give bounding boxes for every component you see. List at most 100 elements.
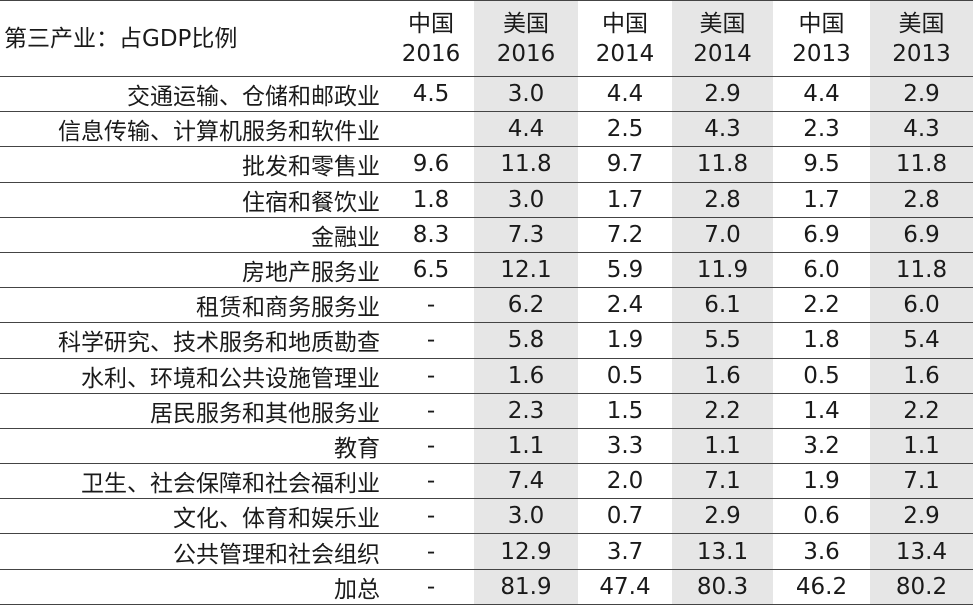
cell: 80.2 xyxy=(870,569,973,605)
cell: - xyxy=(388,533,474,570)
cell: 2.2 xyxy=(773,287,870,324)
row-label: 信息传输、计算机服务和软件业 xyxy=(0,111,388,148)
cell: 6.2 xyxy=(474,287,578,324)
row-label: 公共管理和社会组织 xyxy=(0,533,388,570)
cell: 81.9 xyxy=(474,569,578,605)
column-year: 2016 xyxy=(496,40,556,67)
cell: 3.3 xyxy=(578,428,672,465)
cell: 8.3 xyxy=(388,217,474,253)
row-label: 教育 xyxy=(0,428,388,465)
cell: 0.5 xyxy=(578,358,672,394)
column-country: 中国 xyxy=(798,10,845,37)
cell: 3.7 xyxy=(578,533,672,570)
cell: - xyxy=(388,358,474,394)
row-label: 交通运输、仓储和邮政业 xyxy=(0,76,388,113)
cell: 1.9 xyxy=(773,463,870,500)
table-row: 科学研究、技术服务和地质勘查 -5.8 1.9 5.5 1.8 5.4 xyxy=(0,322,973,359)
column-country: 中国 xyxy=(408,10,454,37)
cell: 4.4 xyxy=(578,76,672,113)
cell xyxy=(388,111,474,148)
cell: 4.3 xyxy=(870,111,973,148)
cell: 5.8 xyxy=(474,322,578,359)
table-row: 交通运输、仓储和邮政业 4.5 3.0 4.4 2.9 4.4 2.9 xyxy=(0,76,973,113)
table-row: 公共管理和社会组织 -12.9 3.7 13.1 3.6 13.4 xyxy=(0,533,973,570)
table-row: 水利、环境和公共设施管理业 -1.6 0.5 1.6 0.5 1.6 xyxy=(0,358,973,394)
cell: 2.3 xyxy=(474,393,578,429)
cell: 13.1 xyxy=(672,533,773,570)
row-label: 水利、环境和公共设施管理业 xyxy=(0,358,388,394)
cell: 5.5 xyxy=(672,322,773,359)
cell: - xyxy=(388,287,474,324)
cell: 2.3 xyxy=(773,111,870,148)
cell: 1.9 xyxy=(578,322,672,359)
cell: - xyxy=(388,463,474,500)
cell: 4.5 xyxy=(388,76,474,113)
cell: 1.1 xyxy=(870,428,973,465)
table-row: 居民服务和其他服务业 -2.3 1.5 2.2 1.4 2.2 xyxy=(0,393,973,429)
cell: 3.0 xyxy=(474,182,578,218)
cell: 4.4 xyxy=(773,76,870,113)
cell: 2.2 xyxy=(870,393,973,429)
row-label: 房地产服务业 xyxy=(0,252,388,289)
cell: 7.4 xyxy=(474,463,578,500)
cell: 0.5 xyxy=(773,358,870,394)
row-label: 文化、体育和娱乐业 xyxy=(0,498,388,535)
cell: 12.1 xyxy=(474,252,578,289)
cell: 5.4 xyxy=(870,322,973,359)
column-country: 美国 xyxy=(699,10,746,37)
cell: 7.3 xyxy=(474,217,578,253)
cell: 47.4 xyxy=(578,569,672,605)
column-header: 美国 2016 xyxy=(474,0,578,77)
cell: 7.1 xyxy=(870,463,973,500)
row-label: 批发和零售业 xyxy=(0,146,388,183)
column-year: 2016 xyxy=(401,40,461,67)
cell: 1.4 xyxy=(773,393,870,429)
cell: 11.8 xyxy=(870,252,973,289)
column-year: 2013 xyxy=(792,40,851,67)
cell: 1.1 xyxy=(672,428,773,465)
table-row: 住宿和餐饮业 1.8 3.0 1.7 2.8 1.7 2.8 xyxy=(0,182,973,218)
cell: 7.0 xyxy=(672,217,773,253)
cell: 2.2 xyxy=(672,393,773,429)
cell: 6.5 xyxy=(388,252,474,289)
cell: 1.7 xyxy=(578,182,672,218)
table-row: 卫生、社会保障和社会福利业 -7.4 2.0 7.1 1.9 7.1 xyxy=(0,463,973,500)
table-body: 交通运输、仓储和邮政业 4.5 3.0 4.4 2.9 4.4 2.9 信息传输、计算机服务和… xyxy=(0,76,973,605)
cell: 1.6 xyxy=(672,358,773,394)
cell: - xyxy=(388,393,474,429)
row-label: 加总 xyxy=(0,569,388,605)
column-year: 2013 xyxy=(892,40,951,67)
cell: 9.7 xyxy=(578,146,672,183)
cell: 6.0 xyxy=(773,252,870,289)
cell: 6.0 xyxy=(870,287,973,324)
cell: 1.6 xyxy=(474,358,578,394)
cell: 5.9 xyxy=(578,252,672,289)
row-label: 金融业 xyxy=(0,217,388,253)
row-label: 租赁和商务服务业 xyxy=(0,287,388,324)
column-header: 中国 2013 xyxy=(773,0,870,77)
cell: 9.6 xyxy=(388,146,474,183)
cell: 80.3 xyxy=(672,569,773,605)
cell: 1.8 xyxy=(773,322,870,359)
cell: 3.6 xyxy=(773,533,870,570)
cell: 7.1 xyxy=(672,463,773,500)
cell: 1.6 xyxy=(870,358,973,394)
header-row: 第三产业：占GDP比例 中国 2016 美国 2016 中国 2014 美国 2014 中国 20… xyxy=(0,0,973,77)
cell: 6.9 xyxy=(773,217,870,253)
cell: 1.1 xyxy=(474,428,578,465)
cell: - xyxy=(388,322,474,359)
cell: 2.9 xyxy=(672,76,773,113)
cell: - xyxy=(388,569,474,605)
cell: 0.6 xyxy=(773,498,870,535)
cell: 1.7 xyxy=(773,182,870,218)
cell: - xyxy=(388,498,474,535)
cell: 11.8 xyxy=(870,146,973,183)
column-country: 中国 xyxy=(602,10,648,37)
table-row: 教育 -1.1 3.3 1.1 3.2 1.1 xyxy=(0,428,973,465)
cell: 11.8 xyxy=(474,146,578,183)
table-row: 文化、体育和娱乐业 -3.0 0.7 2.9 0.6 2.9 xyxy=(0,498,973,535)
cell: 2.9 xyxy=(870,76,973,113)
cell: 1.8 xyxy=(388,182,474,218)
